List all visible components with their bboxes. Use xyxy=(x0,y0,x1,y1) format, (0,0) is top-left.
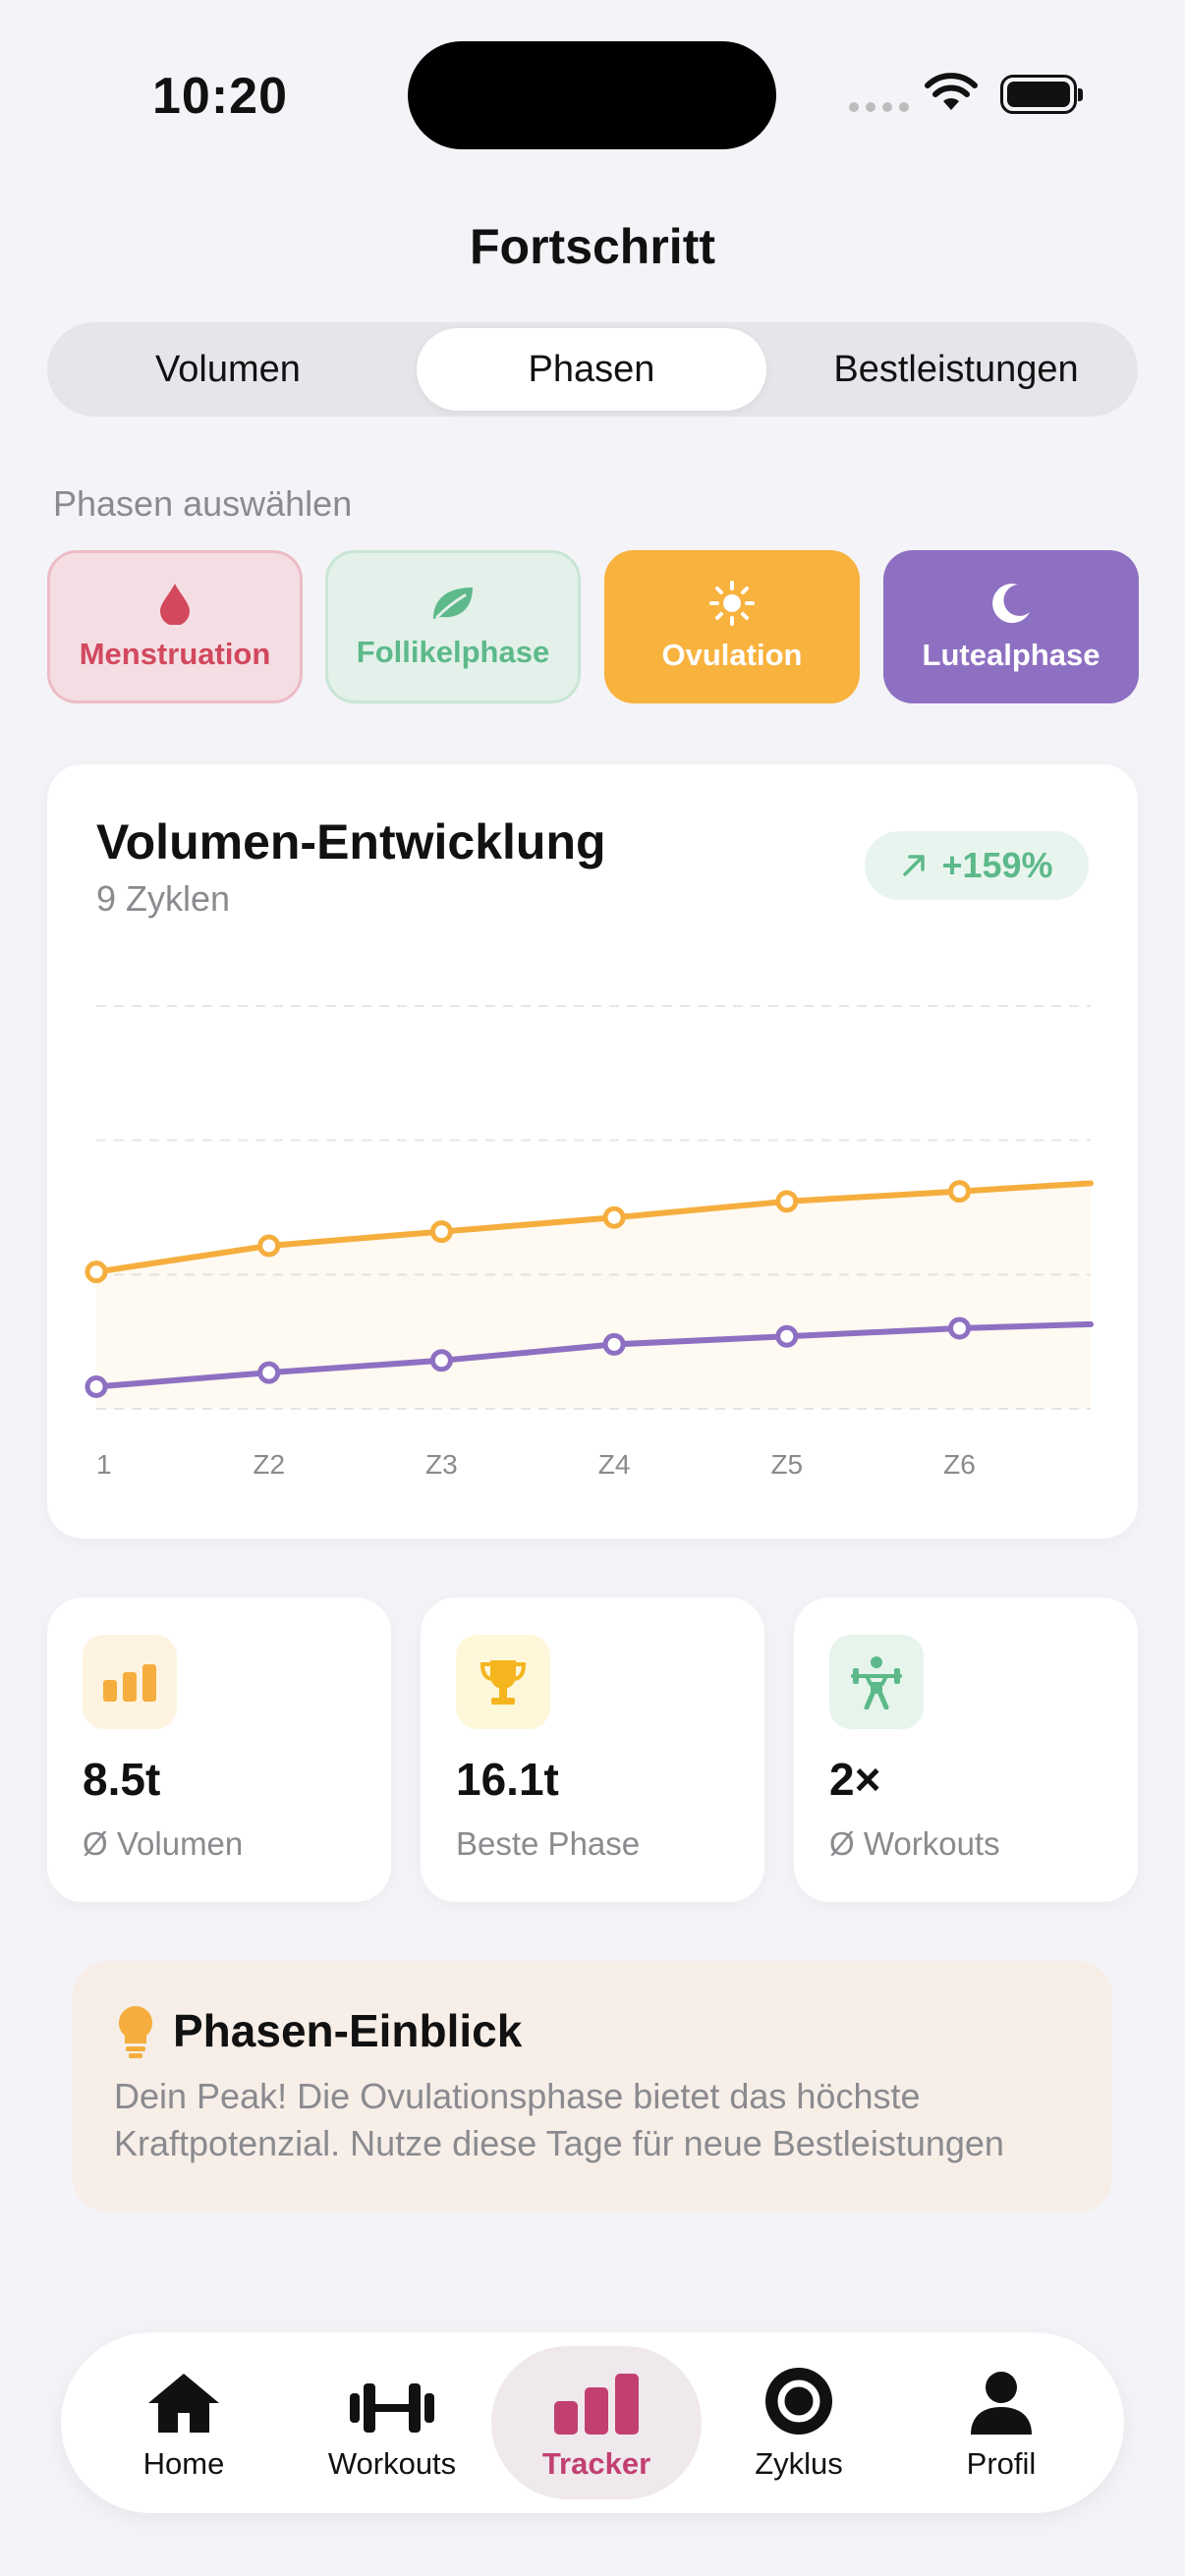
data-point xyxy=(775,1190,799,1213)
volume-chart-card: Volumen-Entwicklung 9 Zyklen +159% 1 Z2 Z3… xyxy=(47,764,1138,1539)
segment-volumen[interactable]: Volumen xyxy=(155,348,301,390)
x-tick-label: 1 xyxy=(96,1449,112,1480)
phase-insight-card: Phasen-Einblick Dein Peak! Die Ovulation… xyxy=(73,1961,1112,2212)
trend-value: +159% xyxy=(941,845,1053,885)
trophy-icon xyxy=(480,1660,527,1705)
wifi-icon xyxy=(925,73,978,110)
dynamic-island xyxy=(408,41,776,149)
tab-label: Workouts xyxy=(327,2446,457,2481)
tab-label: Zyklus xyxy=(755,2446,843,2481)
x-tick-label: Z4 xyxy=(598,1449,631,1480)
home-icon xyxy=(148,2374,219,2433)
bar-chart-icon xyxy=(103,1664,156,1702)
battery-icon xyxy=(1000,75,1083,114)
insight-text: Dein Peak! Die Ovulationsphase bietet da… xyxy=(114,2073,1077,2167)
x-tick-label: Z5 xyxy=(770,1449,803,1480)
phase-chip-label: Ovulation xyxy=(661,638,803,672)
phase-chip-follikelphase[interactable]: Follikelphase xyxy=(325,550,581,703)
stat-label: Ø Workouts xyxy=(829,1825,1000,1862)
dumbbell-icon xyxy=(350,2383,434,2433)
segmented-control: Volumen Phasen Bestleistungen xyxy=(47,322,1138,417)
stat-value: 8.5t xyxy=(83,1754,161,1805)
data-point xyxy=(429,1220,453,1244)
phase-chip-menstruation[interactable]: Menstruation xyxy=(47,550,303,703)
phase-chip-lutealphase[interactable]: Lutealphase xyxy=(883,550,1139,703)
data-point xyxy=(948,1316,971,1340)
leaf-icon xyxy=(433,588,473,619)
stat-value: 16.1t xyxy=(456,1754,559,1805)
data-point xyxy=(948,1180,971,1204)
phase-chip-label: Follikelphase xyxy=(356,635,550,669)
data-point xyxy=(85,1374,108,1398)
phase-chip-label: Lutealphase xyxy=(922,638,1100,672)
cycle-ring-icon xyxy=(765,2368,832,2435)
segment-phasen[interactable]: Phasen xyxy=(417,328,766,411)
stat-icon-box xyxy=(456,1635,550,1729)
x-tick-label: Z3 xyxy=(425,1449,458,1480)
arrow-up-right-icon xyxy=(903,855,926,876)
data-point xyxy=(602,1332,626,1356)
tab-home[interactable]: Home xyxy=(79,2346,289,2499)
page-title: Fortschritt xyxy=(470,219,715,274)
phase-chip-label: Menstruation xyxy=(79,637,271,671)
segment-bestleistungen[interactable]: Bestleistungen xyxy=(833,348,1079,390)
data-point xyxy=(257,1361,281,1384)
tab-bar: Home Workouts Tracker Zyklus Profil xyxy=(61,2332,1124,2513)
insight-title: Phasen-Einblick xyxy=(173,2005,523,2056)
x-tick-label: Z6 xyxy=(943,1449,976,1480)
stat-card-workouts: 2× Ø Workouts xyxy=(794,1597,1138,1902)
status-time: 10:20 xyxy=(152,68,288,125)
moon-icon xyxy=(992,584,1030,624)
phase-section-label: Phasen auswählen xyxy=(53,483,353,524)
x-tick-label: Z2 xyxy=(253,1449,285,1480)
trend-badge: +159% xyxy=(865,831,1089,900)
stat-card-volumen: 8.5t Ø Volumen xyxy=(47,1597,391,1902)
stat-card-beste-phase: 16.1t Beste Phase xyxy=(421,1597,764,1902)
data-point xyxy=(257,1234,281,1258)
tab-zyklus[interactable]: Zyklus xyxy=(694,2346,904,2499)
stat-icon-box xyxy=(83,1635,177,1729)
chart-title: Volumen-Entwicklung xyxy=(96,814,606,869)
phase-chip-ovulation[interactable]: Ovulation xyxy=(604,550,860,703)
data-point xyxy=(602,1205,626,1229)
data-point xyxy=(429,1349,453,1372)
lightbulb-icon xyxy=(118,2005,153,2058)
volume-line-chart: 1 Z2 Z3 Z4 Z5 Z6 xyxy=(85,1005,1094,1480)
data-point xyxy=(85,1260,108,1284)
stat-label: Beste Phase xyxy=(456,1825,641,1862)
drop-icon xyxy=(160,584,190,625)
stat-value: 2× xyxy=(829,1754,881,1805)
cellular-signal-icon xyxy=(849,102,909,112)
tab-label: Home xyxy=(142,2446,225,2481)
insight-line: Kraftpotenzial. Nutze diese Tage für neu… xyxy=(114,2123,1004,2163)
data-point xyxy=(775,1324,799,1348)
weightlifter-icon xyxy=(851,1656,902,1709)
sun-icon xyxy=(709,581,755,626)
chart-subtitle: 9 Zyklen xyxy=(96,878,231,919)
stat-label: Ø Volumen xyxy=(83,1825,244,1862)
tab-tracker[interactable]: Tracker xyxy=(491,2346,702,2499)
tab-label: Profil xyxy=(966,2446,1037,2481)
bar-chart-icon xyxy=(554,2374,639,2435)
stat-icon-box xyxy=(829,1635,924,1729)
tab-profil[interactable]: Profil xyxy=(896,2346,1106,2499)
insight-line: Dein Peak! Die Ovulationsphase bietet da… xyxy=(114,2076,921,2116)
person-icon xyxy=(971,2372,1032,2435)
tab-label: Tracker xyxy=(541,2446,651,2481)
tab-workouts[interactable]: Workouts xyxy=(287,2346,497,2499)
